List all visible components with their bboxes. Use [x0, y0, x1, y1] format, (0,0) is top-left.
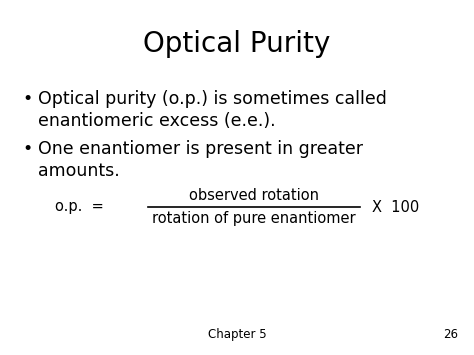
Text: Optical purity (o.p.) is sometimes called: Optical purity (o.p.) is sometimes calle…: [38, 90, 387, 108]
Text: amounts.: amounts.: [38, 162, 120, 180]
Text: observed rotation: observed rotation: [189, 188, 319, 203]
Text: •: •: [22, 90, 32, 108]
Text: Chapter 5: Chapter 5: [208, 328, 266, 341]
Text: 26: 26: [443, 328, 458, 341]
Text: One enantiomer is present in greater: One enantiomer is present in greater: [38, 140, 363, 158]
Text: enantiomeric excess (e.e.).: enantiomeric excess (e.e.).: [38, 112, 275, 130]
Text: X  100: X 100: [372, 200, 419, 214]
Text: Optical Purity: Optical Purity: [143, 30, 331, 58]
Text: rotation of pure enantiomer: rotation of pure enantiomer: [152, 211, 356, 226]
Text: •: •: [22, 140, 32, 158]
Text: o.p.  =: o.p. =: [55, 200, 104, 214]
